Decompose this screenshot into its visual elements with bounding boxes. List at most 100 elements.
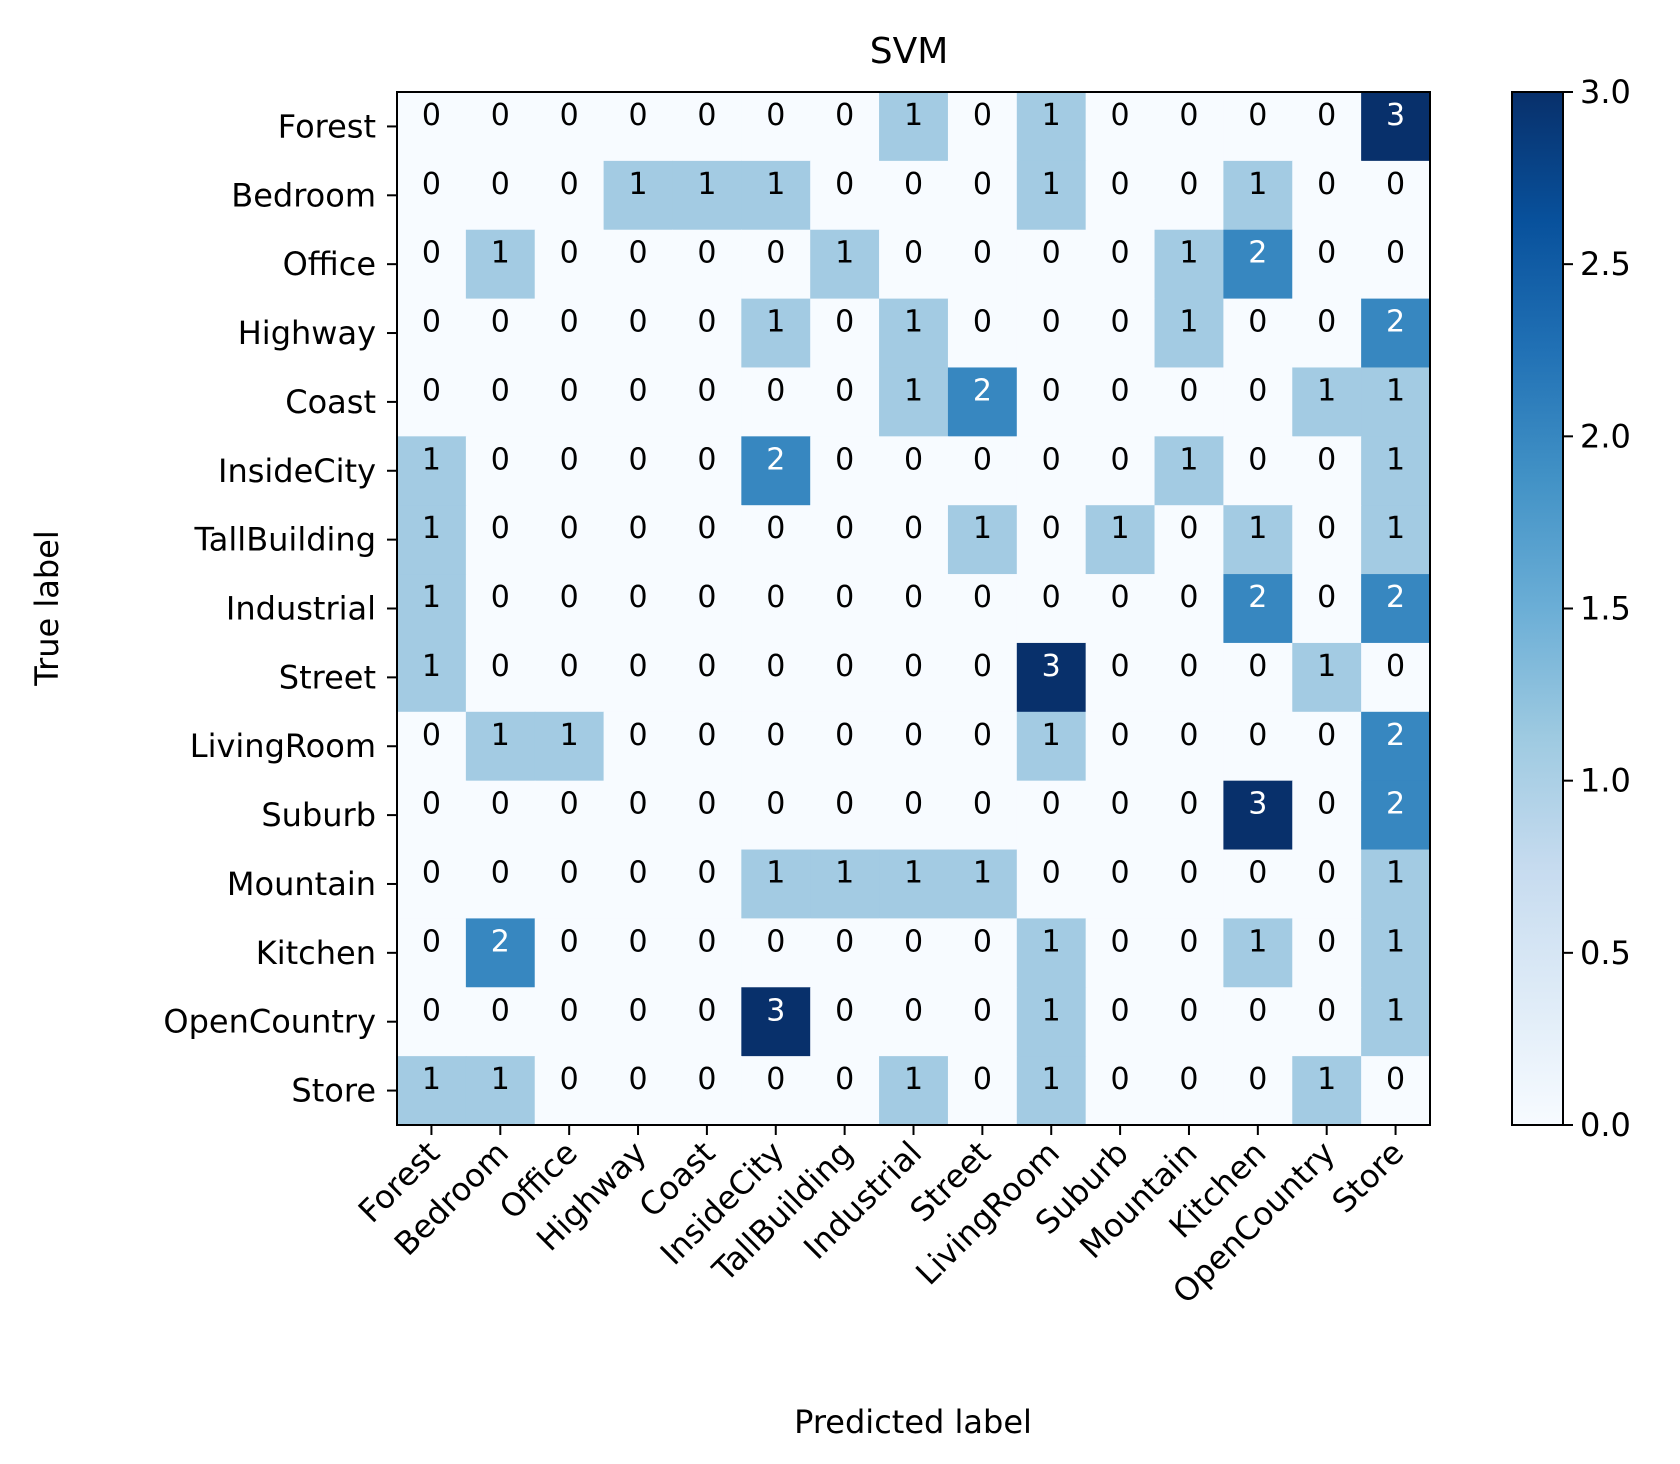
cell-value-label: 0 (491, 98, 510, 133)
cell-value-label: 1 (1386, 442, 1405, 477)
cell-value-label: 0 (1111, 442, 1130, 477)
heatmap-cell (1292, 849, 1362, 919)
cell-value-label: 0 (1317, 167, 1336, 202)
heatmap-cell (1223, 229, 1293, 300)
heatmap-cell (741, 367, 811, 437)
heatmap-cell (1361, 780, 1431, 851)
cell-value-label: 0 (628, 236, 647, 271)
cell-value-label: 0 (1111, 649, 1130, 684)
cell-value-label: 0 (835, 787, 854, 822)
heatmap-cell (1361, 367, 1431, 437)
heatmap-cell (672, 92, 742, 162)
heatmap-cell (397, 505, 467, 575)
cell-value-label: 0 (766, 1062, 785, 1097)
y-axis-title: True label (28, 530, 66, 687)
heatmap-cell (397, 711, 467, 782)
cell-value-label: 0 (904, 442, 923, 477)
heatmap-cell (947, 436, 1018, 506)
colorbar-tick-label: 1.0 (1580, 762, 1631, 800)
cell-value-label: 0 (560, 442, 579, 477)
cell-value-label: 0 (766, 787, 785, 822)
heatmap-cell (672, 642, 742, 713)
cell-value-label: 1 (1179, 236, 1198, 271)
cell-value-label: 0 (1042, 305, 1061, 340)
heatmap-cell (672, 505, 742, 575)
heatmap-cell (947, 642, 1018, 713)
heatmap-cell (672, 1056, 742, 1126)
heatmap-cell (397, 849, 467, 919)
heatmap-cell (1016, 642, 1087, 713)
heatmap-cell (741, 92, 811, 162)
heatmap-cell (947, 367, 1018, 437)
cell-value-label: 0 (1317, 236, 1336, 271)
heatmap-cell (397, 92, 467, 162)
cell-value-label: 0 (1111, 167, 1130, 202)
cell-value-label: 0 (1248, 442, 1267, 477)
x-axis: ForestBedroomOfficeHighwayCoastInsideCit… (351, 1125, 1411, 1311)
cell-value-label: 0 (766, 98, 785, 133)
heatmap-cell (741, 436, 811, 506)
heatmap-cell (1154, 918, 1224, 988)
cell-value-label: 0 (560, 511, 579, 546)
colorbar-tick-label: 2.5 (1580, 245, 1631, 283)
y-tick-label: OpenCountry (163, 1003, 376, 1041)
heatmap-cell (603, 229, 674, 300)
cell-value-label: 0 (491, 787, 510, 822)
cell-value-label: 0 (422, 787, 441, 822)
cell-value-label: 0 (1179, 580, 1198, 615)
cell-value-label: 0 (697, 924, 716, 959)
heatmap-cell (465, 918, 536, 988)
cell-value-label: 0 (973, 167, 992, 202)
cell-value-label: 1 (973, 856, 992, 891)
colorbar-tick-label: 0.0 (1580, 1106, 1631, 1144)
heatmap-cell (947, 987, 1018, 1057)
colorbar-tick-label: 3.0 (1580, 73, 1631, 111)
cell-value-label: 0 (1111, 98, 1130, 133)
heatmap-cell (603, 711, 674, 782)
cell-value-label: 1 (1317, 1062, 1336, 1097)
y-tick-label: LivingRoom (190, 727, 376, 765)
cell-value-label: 0 (422, 856, 441, 891)
heatmap-cell (1292, 436, 1362, 506)
heatmap-cell (879, 160, 949, 231)
heatmap-cell (672, 574, 742, 644)
cell-value-label: 0 (1111, 305, 1130, 340)
heatmap-cell (947, 92, 1018, 162)
heatmap-cell (1292, 711, 1362, 782)
cell-value-label: 1 (1248, 924, 1267, 959)
cell-value-label: 0 (491, 305, 510, 340)
cell-value-label: 0 (973, 442, 992, 477)
heatmap-cell (672, 918, 742, 988)
heatmap-cell (465, 436, 536, 506)
heatmap-cell (741, 849, 811, 919)
cell-value-label: 0 (1386, 649, 1405, 684)
cell-value-label: 1 (1386, 924, 1405, 959)
heatmap-cell (1085, 574, 1156, 644)
cell-value-label: 1 (491, 236, 510, 271)
cell-value-label: 0 (1248, 98, 1267, 133)
cell-value-label: 0 (973, 98, 992, 133)
cell-value-label: 1 (1042, 924, 1061, 959)
heatmap-cell (1016, 436, 1087, 506)
cell-value-label: 0 (904, 580, 923, 615)
cell-value-label: 0 (835, 98, 854, 133)
cell-value-label: 1 (1248, 167, 1267, 202)
heatmap-cell (810, 918, 880, 988)
cell-value-label: 0 (697, 649, 716, 684)
heatmap-cell (947, 711, 1018, 782)
heatmap-cell (1085, 436, 1156, 506)
heatmap-cell (879, 92, 949, 162)
cell-value-label: 0 (1111, 236, 1130, 271)
heatmap-cell (741, 505, 811, 575)
cell-value-label: 1 (1042, 167, 1061, 202)
heatmap-cell (1361, 1056, 1431, 1126)
cell-value-label: 1 (1042, 718, 1061, 753)
heatmap-cell (397, 367, 467, 437)
heatmap-cell (672, 160, 742, 231)
cell-value-label: 1 (835, 856, 854, 891)
heatmap-cell (947, 229, 1018, 300)
heatmap-cell (947, 160, 1018, 231)
cell-value-label: 0 (628, 373, 647, 408)
cell-value-label: 1 (422, 580, 441, 615)
heatmap-cell (1223, 642, 1293, 713)
